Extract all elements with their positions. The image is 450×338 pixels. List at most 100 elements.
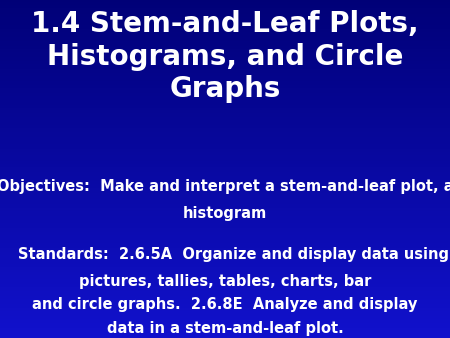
Bar — [0, 35, 450, 37]
Bar — [0, 19, 450, 20]
Bar — [0, 37, 450, 39]
Bar — [0, 8, 450, 10]
Bar — [0, 106, 450, 108]
Bar — [0, 164, 450, 166]
Bar — [0, 39, 450, 41]
Bar — [0, 181, 450, 183]
Bar — [0, 177, 450, 179]
Bar — [0, 93, 450, 95]
Bar — [0, 10, 450, 12]
Bar — [0, 284, 450, 286]
Bar — [0, 186, 450, 188]
Bar — [0, 17, 450, 19]
Bar — [0, 76, 450, 78]
Text: Standards:  2.6.5A  Organize and display data using: Standards: 2.6.5A Organize and display d… — [18, 247, 449, 262]
Bar — [0, 159, 450, 161]
Bar — [0, 286, 450, 287]
Bar — [0, 20, 450, 22]
Bar — [0, 230, 450, 232]
Bar — [0, 191, 450, 193]
Bar — [0, 257, 450, 259]
Bar — [0, 74, 450, 76]
Bar — [0, 127, 450, 128]
Bar — [0, 188, 450, 189]
Bar — [0, 167, 450, 169]
Bar — [0, 297, 450, 299]
Bar — [0, 208, 450, 210]
Bar — [0, 2, 450, 3]
Bar — [0, 232, 450, 233]
Bar — [0, 184, 450, 186]
Bar — [0, 277, 450, 279]
Bar — [0, 318, 450, 319]
Bar — [0, 299, 450, 301]
Bar — [0, 57, 450, 59]
Bar — [0, 306, 450, 308]
Bar — [0, 78, 450, 79]
Bar — [0, 15, 450, 17]
Bar — [0, 29, 450, 30]
Bar — [0, 254, 450, 255]
Bar — [0, 96, 450, 98]
Bar — [0, 287, 450, 289]
Bar — [0, 149, 450, 150]
Bar — [0, 0, 450, 2]
Bar — [0, 303, 450, 304]
Bar — [0, 172, 450, 174]
Bar — [0, 139, 450, 140]
Bar — [0, 105, 450, 106]
Bar — [0, 41, 450, 42]
Text: histogram: histogram — [183, 206, 267, 221]
Bar — [0, 301, 450, 303]
Bar — [0, 193, 450, 194]
Bar — [0, 215, 450, 216]
Bar — [0, 110, 450, 112]
Bar — [0, 128, 450, 130]
Bar — [0, 204, 450, 206]
Bar — [0, 30, 450, 32]
Bar — [0, 25, 450, 27]
Bar — [0, 142, 450, 144]
Bar — [0, 228, 450, 230]
Bar — [0, 335, 450, 336]
Bar — [0, 198, 450, 199]
Bar — [0, 14, 450, 15]
Bar — [0, 275, 450, 277]
Text: data in a stem-and-leaf plot.: data in a stem-and-leaf plot. — [107, 321, 343, 336]
Bar — [0, 34, 450, 35]
Bar — [0, 291, 450, 292]
Bar — [0, 304, 450, 306]
Bar — [0, 333, 450, 335]
Bar — [0, 336, 450, 338]
Bar — [0, 24, 450, 25]
Bar — [0, 250, 450, 252]
Bar — [0, 79, 450, 81]
Bar — [0, 86, 450, 88]
Bar — [0, 289, 450, 291]
Bar — [0, 169, 450, 171]
Bar — [0, 238, 450, 240]
Text: 1.4 Stem-and-Leaf Plots,
Histograms, and Circle
Graphs: 1.4 Stem-and-Leaf Plots, Histograms, and… — [31, 10, 419, 103]
Bar — [0, 147, 450, 149]
Bar — [0, 54, 450, 56]
Bar — [0, 242, 450, 243]
Bar — [0, 272, 450, 274]
Bar — [0, 123, 450, 125]
Bar — [0, 52, 450, 54]
Bar — [0, 22, 450, 24]
Bar — [0, 328, 450, 330]
Bar — [0, 201, 450, 203]
Bar — [0, 274, 450, 275]
Bar — [0, 27, 450, 29]
Bar — [0, 130, 450, 132]
Bar — [0, 235, 450, 237]
Bar — [0, 174, 450, 176]
Bar — [0, 137, 450, 139]
Bar — [0, 144, 450, 145]
Bar — [0, 226, 450, 228]
Bar — [0, 12, 450, 14]
Bar — [0, 132, 450, 134]
Bar — [0, 171, 450, 172]
Bar — [0, 176, 450, 177]
Bar — [0, 203, 450, 204]
